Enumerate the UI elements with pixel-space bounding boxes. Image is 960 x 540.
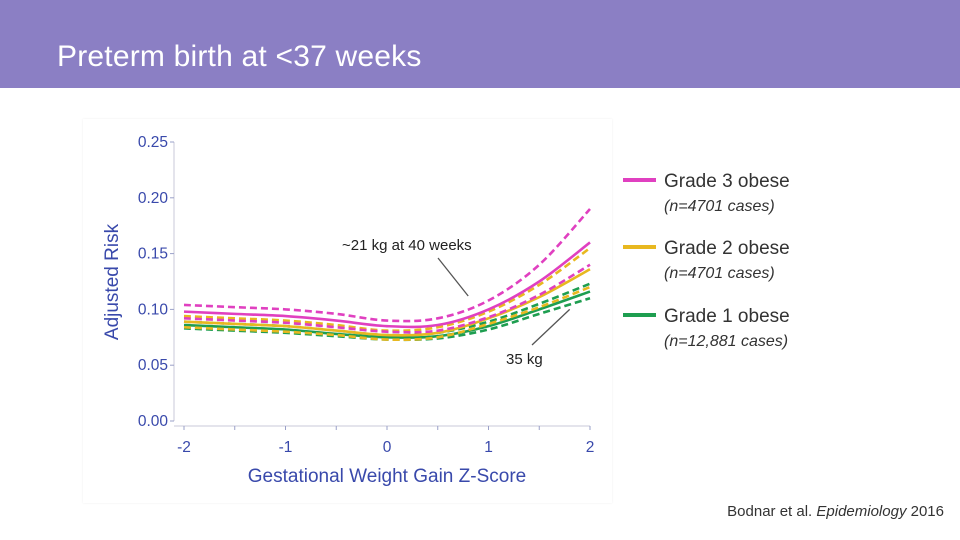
citation-year: 2016 [910,503,944,520]
legend-sub-grade-2-obese: (n=4701 cases) [664,265,775,282]
header-bar: Preterm birth at <37 weeks [0,0,960,88]
x-tick-label: 2 [586,439,595,456]
x-tick-label: -2 [177,439,191,456]
grade-1-obese-line [183,290,591,339]
annotation-35kg: 35 kg [506,351,543,368]
y-tick-label: 0.25 [138,134,168,151]
y-axis-title: Adjusted Risk [102,223,123,340]
citation-journal: Epidemiology [816,503,907,520]
citation-authors: Bodnar et al. [727,503,813,520]
annotation-35kg-arrow [531,308,571,346]
x-tick-label: 1 [484,439,493,456]
y-tick-label: 0.05 [138,357,168,374]
legend-label-grade-3-obese: Grade 3 obese [664,171,790,192]
y-tick-label: 0.10 [138,301,169,318]
x-tick-label: -1 [279,439,293,456]
annotation-21kg-arrow [437,257,469,297]
grade-3-obese-upper-ci [183,208,591,323]
grade-3-obese-lower-ci [183,263,591,334]
legend-sub-grade-1-obese: (n=12,881 cases) [664,333,788,350]
page-title: Preterm birth at <37 weeks [57,40,422,73]
grade-3-obese-line [183,241,591,329]
citation: Bodnar et al. Epidemiology 2016 [727,503,944,520]
y-tick-label: 0.20 [138,190,169,207]
grade-2-obese-lower-ci [183,285,591,342]
grade-2-obese-line [183,268,591,337]
legend-label-grade-1-obese: Grade 1 obese [664,306,790,327]
x-tick-label: 0 [383,439,392,456]
x-axis-title: Gestational Weight Gain Z-Score [248,466,526,487]
legend-label-grade-2-obese: Grade 2 obese [664,238,790,259]
legend-sub-grade-3-obese: (n=4701 cases) [664,198,775,215]
y-tick-label: 0.00 [138,413,169,430]
y-tick-label: 0.15 [138,246,168,263]
annotation-21kg: ~21 kg at 40 weeks [342,237,472,254]
